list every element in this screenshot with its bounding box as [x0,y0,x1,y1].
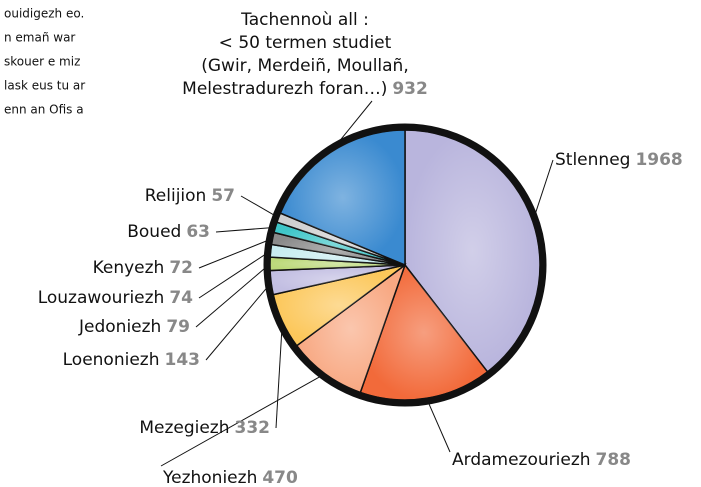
slice-label: Relijion 57 [145,186,235,206]
label-name: Loenoniezh [63,350,160,370]
pie-border [263,123,547,407]
slice-label: Kenyezh 72 [93,258,193,278]
leader-line [160,373,326,467]
text-fragment: n emañ war [4,31,75,45]
label-value: 79 [166,317,190,337]
label-name: Tachennoù all : [240,10,369,30]
label-value: 1968 [635,150,682,170]
leader-line [198,250,272,299]
label-value: 470 [262,468,298,487]
slice-shade [270,257,405,271]
slice-shade [270,265,405,295]
leader-line [215,226,276,233]
slice-shade [296,265,405,393]
leader-line [532,159,554,222]
label-value: 74 [169,288,193,308]
slice-label: Loenoniezh 143 [63,350,200,370]
label-value: 63 [186,222,210,242]
slice-shade [280,130,405,265]
label-name: Jedoniezh [78,317,161,337]
leader-line [198,238,273,269]
label-value: 788 [596,450,632,470]
slice-shade [405,130,540,372]
label-value: 332 [235,418,271,438]
text-fragment: skouer e miz [4,55,80,69]
slice-shade [273,265,405,346]
label-value: 72 [169,258,193,278]
label-name: Ardamezouriezh [452,450,591,470]
label-value: 932 [392,79,428,99]
slice-shade [360,265,488,400]
slice-label: Yezhoniezh 470 [162,468,298,487]
label-name: Yezhoniezh [162,468,257,487]
label-name: Stlenneg [555,150,630,170]
leader-line [205,282,272,361]
label-name: Relijion [145,186,207,206]
slice-label: Jedoniezh 79 [78,317,190,337]
leader-line [240,195,279,219]
slice-label: Ardamezouriezh 788 [452,450,631,470]
slice-label: Stlenneg 1968 [555,150,683,170]
label-value: 143 [165,350,201,370]
label-name: Boued [127,222,181,242]
text-fragment: enn an Ofis a [4,103,84,117]
slice-label: Louzawouriezh 74 [38,288,193,308]
leader-line [275,321,283,429]
leader-line [195,263,271,328]
label-name: (Gwir, Merdeiñ, Moullañ, [201,56,409,76]
slice-label: Boued 63 [127,222,210,242]
label-name: Louzawouriezh [38,288,165,308]
text-fragment: ouidigezh eo. [4,7,84,21]
label-name: Kenyezh [93,258,165,278]
label-name: < 50 termen studiet [219,33,392,53]
slice-label: Tachennoù all : < 50 termen studiet (Gwir,… [182,10,428,99]
leader-line [426,398,451,453]
text-fragment: lask eus tu ar [4,79,85,93]
slice-label: Mezegiezh 332 [139,418,270,438]
label-value: 57 [211,186,235,206]
label-name: Melestradurezh foran…) [182,79,387,99]
label-name: Mezegiezh [139,418,229,438]
